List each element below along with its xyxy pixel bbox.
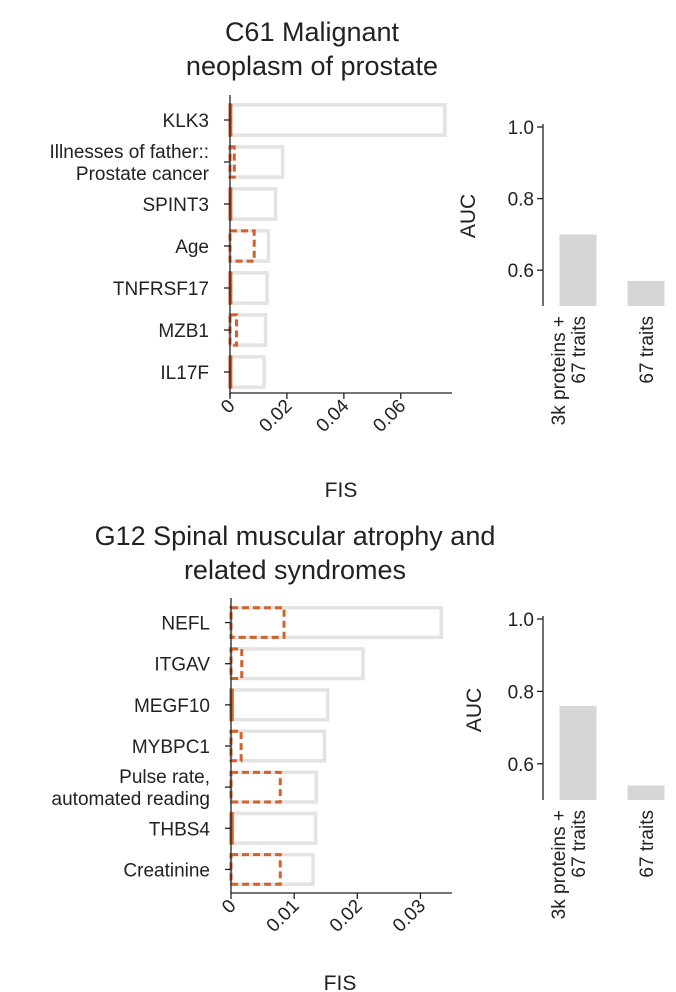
category-label: Pulse rate, — [119, 767, 210, 788]
category-label: ITGAV — [154, 655, 210, 676]
bar-traits-only — [229, 770, 282, 804]
x-tick-label: 0 — [218, 896, 240, 918]
y-tick-label: 0.8 — [508, 190, 534, 211]
category-label: SPINT3 — [142, 195, 209, 216]
x-axis-label: FIS — [324, 972, 357, 992]
category-label: Illnesses of father:: — [50, 142, 209, 163]
category-label: Age — [175, 237, 209, 258]
y-tick-label: 0.8 — [508, 682, 534, 703]
x-category-label: 67 traits — [569, 810, 590, 878]
category-label: MEGF10 — [134, 696, 210, 717]
auc-bar — [627, 280, 665, 306]
x-category-label: 3k proteins + — [549, 316, 570, 425]
category-label: KLK3 — [163, 111, 209, 132]
bar-full-model — [228, 103, 447, 137]
bar-full-model — [229, 688, 330, 722]
x-category-label: 3k proteins + — [549, 810, 570, 919]
y-tick-label: 0.6 — [508, 755, 534, 776]
bar-full-model — [229, 852, 315, 886]
y-axis-label: AUC — [463, 688, 486, 732]
bar-full-model — [228, 145, 285, 179]
bar-full-model — [228, 271, 269, 305]
category-label: automated reading — [52, 789, 210, 810]
bar-full-model — [229, 606, 444, 640]
bar-full-model — [228, 355, 266, 389]
category-label: MYBPC1 — [132, 737, 210, 758]
auc-bar — [559, 705, 597, 800]
x-tick-label: 0.01 — [263, 896, 304, 937]
x-tick-label: 0.04 — [312, 395, 353, 436]
y-axis-label: AUC — [457, 194, 480, 238]
x-tick-label: 0.06 — [369, 396, 410, 437]
category-label: Prostate cancer — [76, 164, 210, 185]
category-label: THBS4 — [149, 819, 211, 840]
category-label: IL17F — [160, 363, 209, 384]
category-label: MZB1 — [158, 321, 209, 342]
y-tick-label: 1.0 — [508, 610, 534, 631]
bar-full-model — [228, 229, 271, 263]
chart-title-line: neoplasm of prostate — [186, 51, 438, 81]
x-category-label: 67 traits — [569, 316, 590, 384]
category-label: NEFL — [161, 614, 210, 635]
bar-traits-only — [228, 313, 239, 347]
auc-bar — [627, 785, 665, 800]
x-axis-label: FIS — [325, 479, 358, 502]
category-label: Creatinine — [123, 860, 210, 881]
x-category-label: 67 traits — [637, 810, 658, 878]
chart-title-line: related syndromes — [184, 555, 406, 585]
bar-full-model — [229, 811, 318, 845]
bar-full-model — [229, 729, 327, 763]
x-tick-label: 0 — [217, 396, 239, 418]
x-tick-label: 0.03 — [389, 896, 430, 937]
x-category-label: 67 traits — [637, 316, 658, 384]
x-tick-label: 0.02 — [255, 396, 296, 437]
y-tick-label: 0.6 — [508, 261, 534, 282]
bar-full-model — [229, 770, 318, 804]
auc-bar — [559, 234, 597, 306]
bar-traits-only — [229, 853, 282, 886]
fis-chart-2: G12 Spinal muscular atrophy and related s… — [52, 521, 496, 992]
bar-traits-only — [229, 729, 243, 763]
category-label: TNFRSF17 — [113, 279, 209, 300]
chart-title-line: G12 Spinal muscular atrophy and — [95, 521, 496, 551]
bar-traits-only — [228, 145, 236, 179]
bar-full-model — [228, 187, 278, 221]
fis-chart-0: C61 Malignant neoplasm of prostate KLK3 Ill… — [50, 17, 452, 502]
y-tick-label: 1.0 — [508, 118, 534, 139]
bar-traits-only — [228, 229, 256, 263]
bar-full-model — [229, 647, 365, 681]
bar-traits-only — [229, 606, 286, 639]
chart-title-line: C61 Malignant — [225, 17, 400, 47]
bar-traits-only — [229, 647, 244, 681]
x-tick-label: 0.02 — [326, 896, 367, 937]
